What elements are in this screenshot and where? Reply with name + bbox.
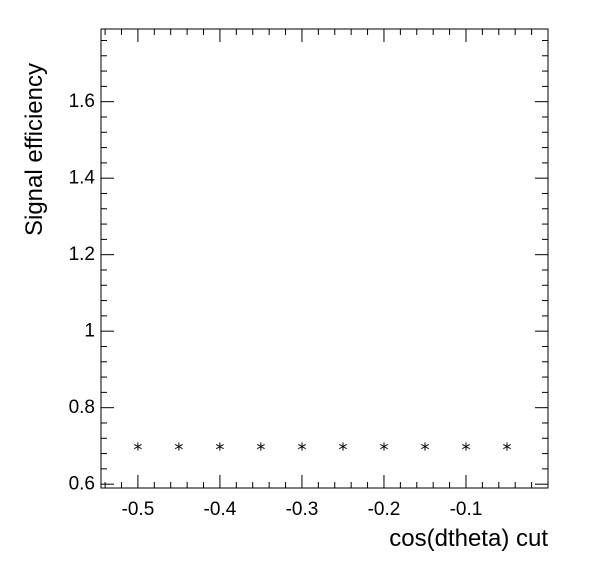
x-tick-label: -0.4 [204,499,237,520]
y-tick-labels: 0.6 0.8 1 1.2 1.4 1.6 [69,91,96,495]
x-axis-title: cos(dtheta) cut [389,525,548,552]
data-point: * [379,439,388,460]
data-point: * [256,439,265,460]
data-point: * [461,439,470,460]
data-points: * * * * * * * * * * [133,439,511,460]
data-point: * [297,439,306,460]
data-point: * [174,439,183,460]
y-axis-title: Signal efficiency [21,63,48,236]
y-tick-label: 1.4 [69,168,96,189]
data-point: * [133,439,142,460]
y-tick-label: 0.6 [69,474,95,495]
axis-ticks [101,29,549,488]
data-point: * [215,439,224,460]
data-point: * [420,439,429,460]
plot-frame [100,28,549,489]
x-tick-label: -0.1 [450,499,483,520]
y-tick-label: 0.8 [69,397,95,418]
data-point: * [502,439,511,460]
y-tick-label: 1 [84,321,95,342]
data-point: * [338,439,347,460]
y-tick-label: 1.6 [69,91,95,112]
x-tick-label: -0.3 [286,499,319,520]
x-tick-label: -0.5 [122,499,155,520]
x-tick-label: -0.2 [368,499,401,520]
x-tick-labels: -0.5 -0.4 -0.3 -0.2 -0.1 [122,499,483,520]
y-tick-label: 1.2 [69,244,95,265]
